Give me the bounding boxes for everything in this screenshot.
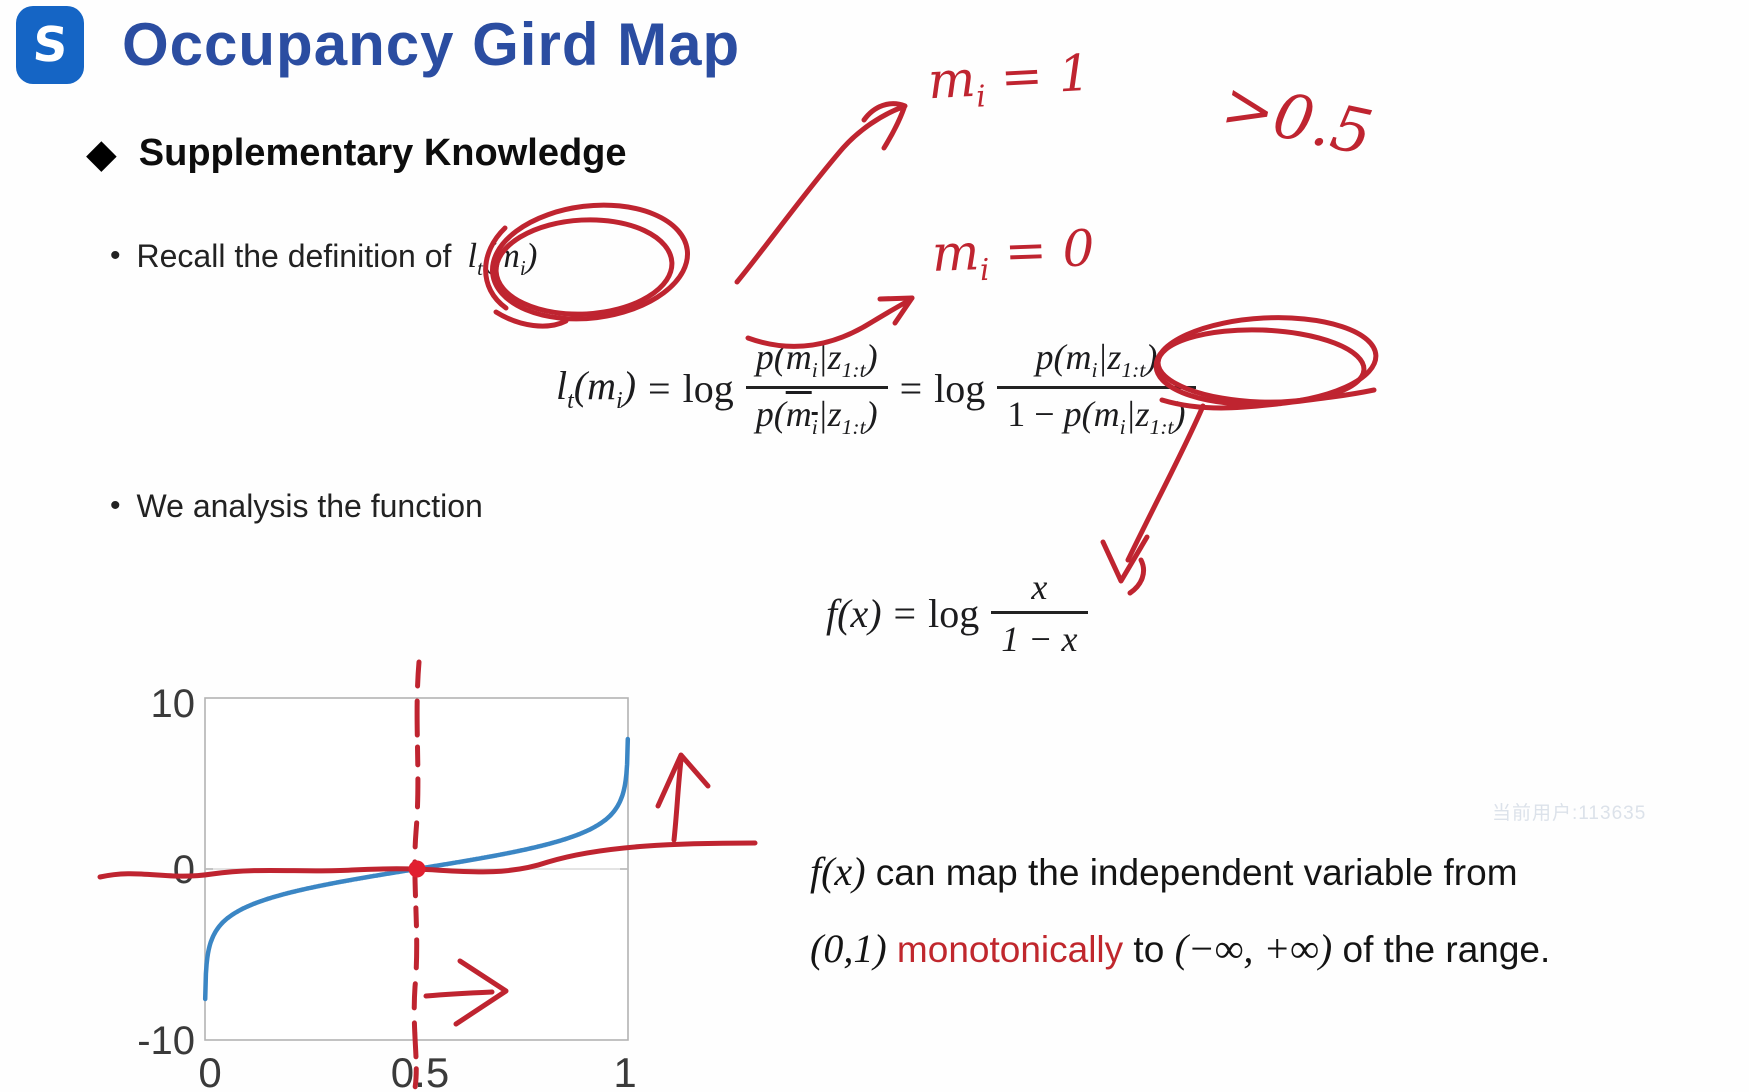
fraction-posterior-odds: p(mi|z1:t) p(mi|z1:t) xyxy=(745,336,888,440)
m-bar: mi xyxy=(785,394,818,440)
caption-interval: (0,1) xyxy=(810,926,887,971)
formula-log-odds: lt(mi) = log p(mi|z1:t) p(mi|z1:t) = log… xyxy=(556,336,1196,440)
formula-lhs: lt(mi) xyxy=(556,362,637,414)
fraction-numerator: p(mi|z1:t) xyxy=(755,337,878,383)
equals-sign: = xyxy=(893,590,917,636)
caption-line1: can map the independent variable from xyxy=(865,852,1518,893)
user-watermark: 当前用户:113635 xyxy=(1492,803,1647,824)
fraction-numerator-circled: p(mi|z1:t) xyxy=(1035,337,1158,383)
fraction-one-minus-form: p(mi|z1:t) 1 − p(mi|z1:t) xyxy=(997,336,1196,440)
bullet-dot-icon: • xyxy=(110,489,121,522)
log-operator: log xyxy=(682,365,734,411)
caption-to: to xyxy=(1123,929,1175,970)
logit-function-plot: 10 0 -10 0 0.5 1 xyxy=(137,682,636,1092)
fx-lhs: f(x) xyxy=(826,590,882,636)
fraction-numerator: x xyxy=(1031,567,1048,607)
caption-monotonically: monotonically xyxy=(896,929,1124,970)
equals-sign: = xyxy=(899,365,923,411)
brand-logo-icon: S xyxy=(16,6,84,84)
arrow-to-mi1 xyxy=(734,101,908,285)
y-tick-0: 0 xyxy=(173,848,195,892)
equals-sign: = xyxy=(648,365,671,411)
y-tick-10: 10 xyxy=(151,682,196,726)
fraction-denominator: 1 − p(mi|z1:t) xyxy=(997,386,1196,440)
bullet-analysis: • We analysis the function xyxy=(110,488,483,525)
bullet-recall-text: Recall the definition of xyxy=(136,238,452,274)
bullet-analysis-text: We analysis the function xyxy=(136,488,483,524)
bullet-recall-definition: • Recall the definition of lt(mi) xyxy=(110,236,537,281)
logo-letter: S xyxy=(30,17,70,73)
x-tick-0: 0 xyxy=(198,1049,221,1092)
section-heading: ◆ Supplementary Knowledge xyxy=(86,132,627,175)
fraction-x-over-1-minus-x: x 1 − x xyxy=(991,566,1088,660)
handwritten-mi-equals-0: mi = 0 xyxy=(930,219,1096,289)
handwritten-mi-equals-1: mi = 1 xyxy=(926,43,1092,115)
y-tick-neg10: -10 xyxy=(137,1019,195,1063)
fraction-denominator: 1 − x xyxy=(991,611,1088,660)
caption-fx-math: f(x) xyxy=(810,849,866,894)
math-lt-mi: lt(mi) xyxy=(467,236,538,280)
caption-range-math: (−∞, +∞) xyxy=(1174,926,1333,971)
caption-tail: of the range. xyxy=(1332,929,1551,970)
bullet-dot-icon: • xyxy=(110,239,121,272)
caption-paragraph: f(x) can map the independent variable fr… xyxy=(810,834,1570,988)
diamond-bullet-icon: ◆ xyxy=(86,131,117,176)
x-tick-1: 1 xyxy=(613,1049,636,1092)
log-operator: log xyxy=(934,365,986,411)
x-tick-0p5: 0.5 xyxy=(391,1049,449,1092)
log-operator: log xyxy=(928,590,980,636)
slide-title: Occupancy Gird Map xyxy=(122,11,741,78)
handwritten-threshold-0p5: >0.5 xyxy=(1216,67,1379,170)
fraction-denominator: p(mi|z1:t) xyxy=(745,386,888,440)
formula-fx: f(x) = log x 1 − x xyxy=(826,566,1088,660)
section-heading-text: Supplementary Knowledge xyxy=(138,132,627,174)
